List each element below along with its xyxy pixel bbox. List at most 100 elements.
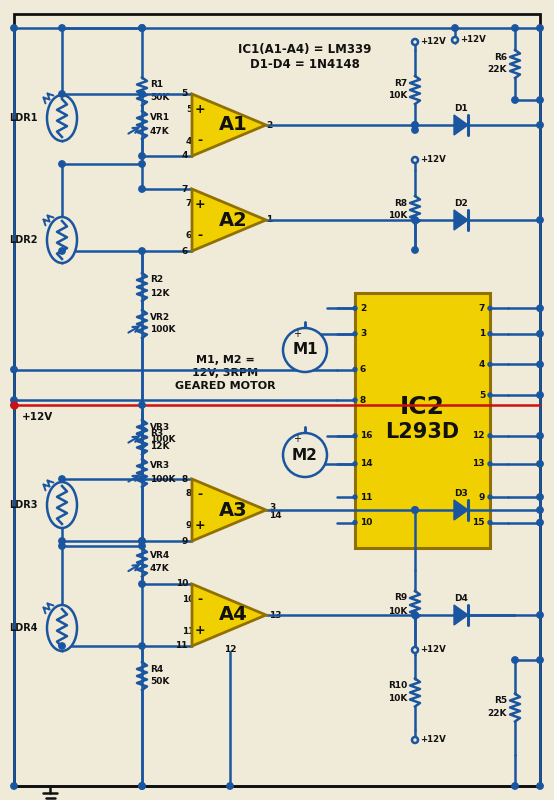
- Text: 10K: 10K: [388, 694, 407, 703]
- Text: 100K: 100K: [150, 326, 176, 334]
- Circle shape: [353, 462, 357, 466]
- Text: 15: 15: [473, 518, 485, 527]
- Circle shape: [488, 332, 492, 336]
- Text: 11: 11: [182, 626, 194, 635]
- Circle shape: [537, 657, 543, 663]
- Text: 22K: 22K: [488, 66, 507, 74]
- Circle shape: [412, 122, 418, 128]
- Circle shape: [537, 25, 543, 31]
- Circle shape: [139, 186, 145, 192]
- Circle shape: [452, 37, 458, 43]
- Polygon shape: [454, 500, 468, 520]
- Text: LDR4: LDR4: [9, 623, 38, 633]
- Circle shape: [139, 25, 145, 31]
- Text: +12V: +12V: [420, 646, 446, 654]
- FancyBboxPatch shape: [14, 14, 540, 786]
- Circle shape: [59, 643, 65, 650]
- Circle shape: [59, 25, 65, 31]
- Text: +12V: +12V: [22, 412, 53, 422]
- Circle shape: [353, 306, 357, 310]
- Text: 6: 6: [182, 246, 188, 255]
- Circle shape: [512, 782, 518, 789]
- Circle shape: [412, 122, 418, 128]
- Circle shape: [353, 434, 357, 438]
- Text: +12V: +12V: [460, 35, 486, 45]
- Text: 1: 1: [479, 330, 485, 338]
- Text: IC2: IC2: [400, 394, 445, 418]
- Text: 7: 7: [182, 185, 188, 194]
- Circle shape: [537, 507, 543, 514]
- Text: +12V: +12V: [420, 155, 446, 165]
- Text: VR4: VR4: [150, 551, 170, 560]
- Text: R4: R4: [150, 665, 163, 674]
- Text: 9: 9: [186, 522, 192, 530]
- Text: 10: 10: [182, 594, 194, 603]
- Circle shape: [139, 476, 145, 482]
- Text: 12: 12: [473, 431, 485, 440]
- Text: A4: A4: [219, 606, 248, 625]
- Polygon shape: [454, 115, 468, 135]
- Text: 9: 9: [182, 537, 188, 546]
- Circle shape: [412, 217, 418, 223]
- Circle shape: [537, 494, 543, 500]
- Text: 5: 5: [479, 390, 485, 399]
- Circle shape: [537, 392, 543, 398]
- Text: LDR2: LDR2: [9, 235, 38, 245]
- Text: 50K: 50K: [150, 678, 170, 686]
- Circle shape: [139, 402, 145, 408]
- Text: 6: 6: [360, 365, 366, 374]
- Text: IC1(A1-A4) = LM339: IC1(A1-A4) = LM339: [238, 43, 372, 57]
- Text: -: -: [197, 229, 203, 242]
- Polygon shape: [192, 479, 266, 541]
- Text: 3: 3: [360, 330, 366, 338]
- Text: LDR3: LDR3: [9, 500, 38, 510]
- Text: R5: R5: [494, 696, 507, 705]
- Text: D1-D4 = 1N4148: D1-D4 = 1N4148: [250, 58, 360, 71]
- Circle shape: [512, 25, 518, 31]
- Polygon shape: [192, 94, 266, 156]
- Circle shape: [412, 647, 418, 653]
- Text: R3: R3: [150, 429, 163, 438]
- Text: 9: 9: [479, 493, 485, 502]
- Circle shape: [488, 362, 492, 366]
- Text: 7: 7: [186, 199, 192, 209]
- Circle shape: [11, 402, 17, 408]
- Text: +: +: [194, 519, 206, 532]
- Ellipse shape: [47, 217, 77, 263]
- Circle shape: [139, 581, 145, 587]
- Circle shape: [412, 39, 418, 45]
- Polygon shape: [192, 584, 266, 646]
- Circle shape: [353, 332, 357, 336]
- Text: 12K: 12K: [150, 442, 170, 451]
- Text: A2: A2: [219, 210, 248, 230]
- Circle shape: [139, 153, 145, 159]
- Text: 10K: 10K: [388, 91, 407, 101]
- Text: R9: R9: [394, 594, 407, 602]
- Text: 13: 13: [473, 459, 485, 468]
- Text: 6: 6: [186, 231, 192, 241]
- Text: +: +: [194, 198, 206, 211]
- Text: 2: 2: [266, 121, 272, 130]
- Text: VR3: VR3: [150, 422, 170, 431]
- Text: R8: R8: [394, 198, 407, 207]
- Circle shape: [412, 507, 418, 514]
- Text: +: +: [194, 103, 206, 116]
- Text: 100K: 100K: [150, 435, 176, 445]
- Text: R10: R10: [388, 681, 407, 690]
- Circle shape: [139, 161, 145, 167]
- Text: M1: M1: [292, 342, 318, 358]
- Text: 10K: 10K: [388, 606, 407, 615]
- Text: +: +: [194, 624, 206, 637]
- Circle shape: [488, 306, 492, 310]
- Text: 4: 4: [479, 360, 485, 369]
- Text: 50K: 50K: [150, 93, 170, 102]
- Circle shape: [412, 126, 418, 134]
- Circle shape: [11, 366, 17, 373]
- Circle shape: [139, 90, 145, 98]
- Circle shape: [537, 122, 543, 128]
- Text: D2: D2: [454, 199, 468, 208]
- Text: L293D: L293D: [386, 422, 460, 442]
- Text: 13: 13: [269, 610, 281, 619]
- Circle shape: [412, 507, 418, 514]
- Text: VR3: VR3: [150, 462, 170, 470]
